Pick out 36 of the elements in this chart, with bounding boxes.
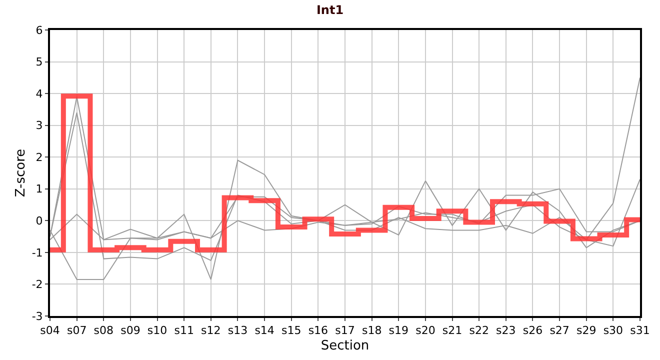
x-tick-label: s20 xyxy=(416,324,436,338)
x-tick-label: s12 xyxy=(201,324,221,338)
y-tick-label: 4 xyxy=(36,87,43,100)
x-tick-label: s31 xyxy=(630,324,650,338)
x-tick-label: s26 xyxy=(522,324,543,338)
x-tick-label: s27 xyxy=(550,324,570,338)
x-tick-label: s18 xyxy=(362,324,382,338)
x-tick-label: s08 xyxy=(94,324,114,338)
y-tick-label: 3 xyxy=(36,119,43,132)
x-tick-label: s09 xyxy=(120,324,140,338)
y-tick-label: 0 xyxy=(36,214,43,228)
y-axis-title: Z-score xyxy=(13,148,28,198)
y-tick-label: -2 xyxy=(32,278,43,292)
chart-title: Int1 xyxy=(316,2,344,17)
x-tick-label: s13 xyxy=(228,324,248,338)
x-tick-label: s23 xyxy=(496,324,516,338)
y-tick-label: 1 xyxy=(36,182,43,196)
x-tick-label: s16 xyxy=(308,324,328,338)
y-tick-label: -1 xyxy=(32,246,43,260)
x-tick-label: s10 xyxy=(147,324,168,338)
y-tick-label: 6 xyxy=(36,24,43,37)
x-tick-label: s29 xyxy=(576,324,596,338)
y-tick-label: -3 xyxy=(32,310,43,323)
x-tick-label: s15 xyxy=(281,324,302,338)
x-tick-label: s14 xyxy=(254,324,274,338)
x-axis-title: Section xyxy=(320,338,370,354)
x-tick-label: s19 xyxy=(388,324,409,338)
x-tick-label: s11 xyxy=(174,324,194,338)
x-tick-label: s21 xyxy=(442,324,462,338)
x-tick-label: s30 xyxy=(603,324,624,338)
x-tick-label: s04 xyxy=(40,324,60,338)
y-tick-label: 5 xyxy=(36,56,43,69)
x-tick-label: s22 xyxy=(469,324,489,338)
y-tick-label: 2 xyxy=(36,150,43,164)
x-tick-label: s17 xyxy=(335,324,355,338)
x-tick-label: s07 xyxy=(66,324,87,338)
